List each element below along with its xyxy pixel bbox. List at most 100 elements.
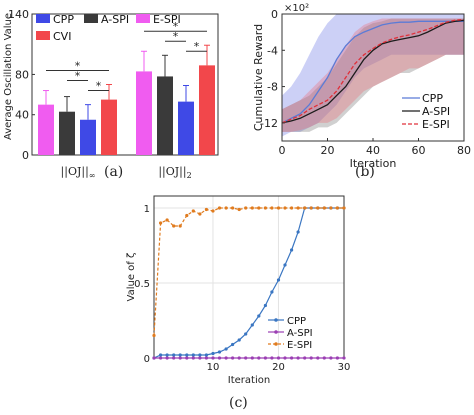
point-cpp (276, 278, 281, 282)
legend-label-cpp: CPP (422, 92, 443, 105)
point-a-spi (276, 356, 281, 360)
legend-swatch-cvi (36, 31, 50, 40)
point-a-spi (283, 356, 287, 360)
x-tick-label: 10 (207, 362, 220, 373)
point-a-spi (290, 356, 294, 360)
point-a-spi (211, 356, 215, 360)
legend-label-e-spi: E-SPI (153, 13, 181, 26)
point-e-spi (296, 206, 300, 210)
point-a-spi (165, 356, 169, 360)
legend-label-cpp: CPP (287, 316, 306, 327)
legend-swatch-a-spi (84, 14, 98, 23)
point-a-spi (224, 356, 228, 360)
point-e-spi (211, 209, 215, 213)
point-cpp (198, 353, 202, 357)
legend-label-e-spi: E-SPI (422, 118, 450, 131)
point-cpp (224, 347, 228, 351)
point-a-spi (244, 356, 248, 360)
point-e-spi (342, 206, 346, 210)
band-a-spi (282, 18, 464, 132)
point-cpp (263, 303, 267, 308)
legend-label-cvi: CVI (53, 30, 71, 43)
point-a-spi (172, 356, 176, 360)
point-e-spi (198, 212, 202, 216)
point-e-spi (217, 206, 222, 210)
point-a-spi (198, 356, 202, 360)
x-axis-label: Iteration (228, 375, 270, 386)
band-e-spi (282, 18, 464, 132)
point-e-spi (165, 218, 169, 222)
y-tick-label: 80 (15, 68, 29, 81)
point-cpp (217, 350, 222, 354)
point-a-spi (316, 356, 320, 360)
significance-star: * (173, 30, 179, 43)
y-tick-label: -4 (267, 44, 278, 57)
point-a-spi (159, 356, 163, 360)
bar-e-spi-1 (136, 71, 152, 155)
x-tick-label: 40 (366, 144, 380, 157)
point-a-spi (178, 356, 182, 360)
legend-label-e-spi: E-SPI (287, 340, 312, 351)
point-e-spi (322, 206, 326, 210)
y-tick-label: 140 (8, 8, 29, 21)
point-e-spi (159, 221, 163, 225)
legend-label-a-spi: A-SPI (101, 13, 129, 26)
point-cpp (178, 353, 182, 357)
panel-c-zeta-chart: 10 20 30 0 0.5 1 Iteration Value of ζ CPPA-SPIE-… (126, 195, 351, 386)
x-tick-label: 60 (412, 144, 426, 157)
significance-star: * (96, 80, 102, 93)
point-e-spi (309, 206, 313, 210)
point-e-spi (237, 207, 241, 212)
point-e-spi (290, 206, 294, 210)
point-a-spi (191, 356, 195, 360)
point-e-spi (335, 206, 339, 210)
plot-frame (153, 195, 345, 359)
point-a-spi (204, 356, 208, 360)
bar-e-spi-0 (38, 104, 54, 155)
y-tick-label: -12 (260, 117, 278, 130)
point-a-spi (217, 356, 222, 360)
point-cpp (257, 314, 261, 318)
legend-marker-cpp (274, 318, 278, 322)
point-cpp (270, 290, 274, 294)
x-axis-label: Iteration (350, 157, 397, 170)
point-a-spi (237, 356, 241, 360)
point-a-spi (342, 356, 346, 360)
x-tick-label: 80 (457, 144, 471, 157)
point-a-spi (231, 356, 235, 360)
point-cpp (250, 323, 254, 327)
point-e-spi (224, 206, 228, 210)
point-a-spi (335, 356, 339, 360)
point-cpp (191, 353, 195, 357)
point-cpp (204, 353, 208, 357)
point-cpp (172, 353, 176, 357)
point-a-spi (322, 356, 326, 360)
y-tick-label: 1 (144, 204, 150, 215)
point-e-spi (185, 213, 189, 218)
point-a-spi (257, 356, 261, 360)
point-e-spi (257, 206, 261, 210)
legend-swatch-e-spi (136, 14, 150, 23)
x-tick-label: 20 (272, 362, 285, 373)
panel-b-reward-chart: 0 20 40 60 80 -12 -8 -4 0 ×10² Iteration Cumulative… (252, 3, 471, 170)
point-a-spi (263, 356, 267, 360)
y-tick-label: 0 (144, 354, 150, 365)
point-e-spi (276, 206, 281, 210)
point-e-spi (329, 206, 333, 210)
point-e-spi (250, 206, 254, 210)
point-a-spi (296, 356, 300, 360)
bar-cpp-1 (178, 101, 194, 155)
point-e-spi (178, 224, 182, 228)
legend-label-a-spi: A-SPI (422, 105, 450, 118)
significance-star: * (173, 20, 179, 33)
line-a-spi (281, 19, 465, 124)
point-e-spi (204, 207, 208, 212)
axis-multiplier: ×10² (284, 3, 309, 14)
point-a-spi (309, 356, 313, 360)
x-tick-label: 30 (338, 362, 351, 373)
significance-star: * (194, 40, 200, 53)
point-a-spi (250, 356, 254, 360)
line-e-spi (281, 18, 465, 124)
